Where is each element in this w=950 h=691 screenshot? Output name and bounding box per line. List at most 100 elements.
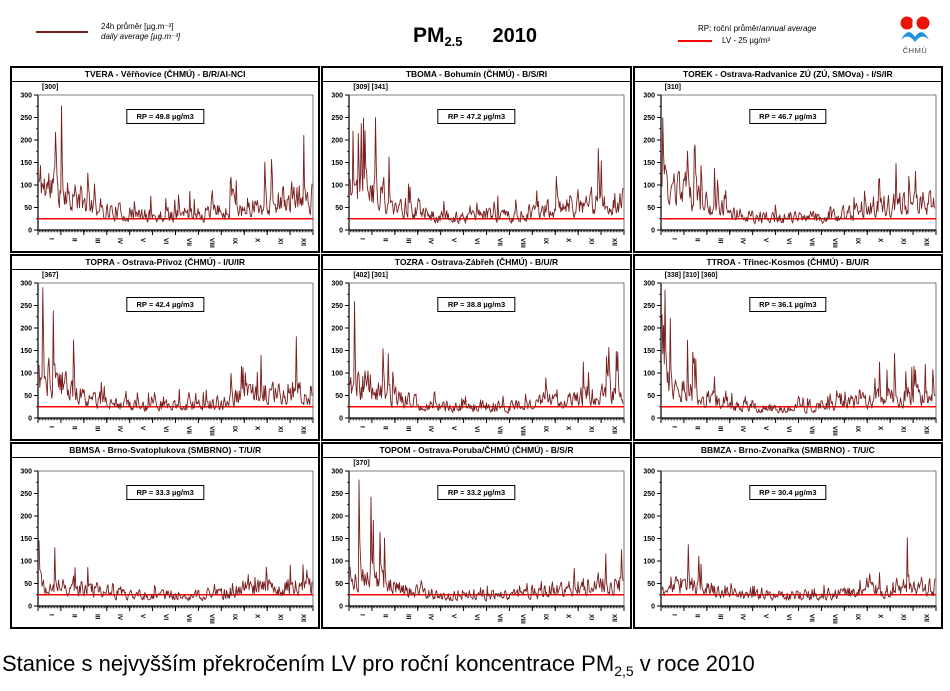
x-tick-label-month: VIII: [831, 614, 838, 624]
y-tick-label: 250: [643, 115, 655, 122]
y-tick-label: 150: [643, 348, 655, 355]
chmu-logo-icon: [900, 16, 930, 42]
x-tick-label-month: IV: [428, 238, 435, 245]
chmu-logo: ČHMÚ: [890, 16, 940, 55]
chart-panel: BBMSA - Brno-Svatoplukova (SMBRNO) - T/U…: [10, 442, 321, 629]
x-tick-label-month: XII: [611, 238, 618, 246]
annual-average-rp-box: RP = 47.2 µg/m3: [437, 109, 516, 124]
y-tick-label: 300: [643, 93, 655, 100]
x-tick-label-month: VII: [185, 238, 192, 246]
x-tick-label-month: III: [716, 614, 723, 620]
daily-average-series: [349, 117, 624, 225]
x-tick-label-month: VII: [185, 614, 192, 622]
x-tick-label-month: I: [47, 238, 54, 240]
x-tick-label-month: XII: [922, 614, 929, 622]
daily-average-series: [661, 289, 936, 414]
x-tick-label-month: VI: [785, 426, 792, 432]
header: 24h průměr [µg.m⁻³] daily average [µg.m⁻…: [0, 0, 950, 64]
x-tick-label-month: II: [693, 238, 700, 242]
annual-average-rp-box: RP = 33.2 µg/m3: [437, 485, 516, 500]
plot-area: 0 50 100 150 200 250 300 I II III IV V VI VII VIII IX X X…: [635, 459, 941, 627]
x-tick-label-month: XI: [588, 614, 595, 620]
x-tick-label-month: III: [405, 238, 412, 244]
x-tick-label-month: IV: [116, 238, 123, 245]
title-pm-subscript: 2.5: [444, 34, 463, 49]
y-tick-label: 50: [336, 581, 344, 588]
x-tick-label-month: III: [405, 614, 412, 620]
clipped-peak-annotation: [338] [310] [360]: [664, 272, 718, 279]
legend-annual-average: RP: roční průměr/annual average LV - 25 …: [678, 24, 816, 45]
y-tick-label: 200: [643, 138, 655, 145]
y-tick-label: 100: [20, 559, 32, 566]
x-tick-label-month: IX: [542, 614, 549, 621]
x-tick-label-month: V: [139, 614, 146, 619]
y-tick-label: 250: [643, 491, 655, 498]
annual-average-rp-box: RP = 36.1 µg/m3: [749, 297, 827, 312]
y-tick-label: 250: [643, 303, 655, 310]
daily-average-series: [661, 537, 936, 601]
lv-line-swatch: [678, 39, 712, 42]
chart-panel: BBMZA - Brno-Zvonařka (SMBRNO) - T/U/C 0 5…: [632, 442, 943, 629]
y-tick-label: 200: [332, 514, 344, 521]
annual-average-rp-box: RP = 30.4 µg/m3: [749, 485, 827, 500]
legend-annual-line2-row: LV - 25 µg/m³: [678, 36, 816, 45]
clipped-peak-annotation: [370]: [353, 460, 370, 467]
x-tick-label-month: VI: [162, 614, 169, 620]
plot-area: 0 50 100 150 200 250 300 I II III IV V VI VII VIII IX X X…: [635, 83, 941, 251]
y-tick-label: 50: [336, 393, 344, 400]
y-tick-label: 0: [651, 604, 655, 611]
y-tick-label: 250: [20, 115, 32, 122]
x-tick-label-month: X: [254, 614, 261, 619]
x-tick-label-month: II: [70, 426, 77, 430]
y-tick-label: 200: [332, 326, 344, 333]
x-tick-label-month: V: [450, 238, 457, 243]
y-tick-label: 0: [28, 604, 32, 611]
y-tick-label: 150: [20, 160, 32, 167]
x-tick-label-month: VIII: [208, 614, 215, 624]
x-tick-label-month: II: [693, 426, 700, 430]
panel-title: TOREK - Ostrava-Radvanice ZÚ (ZÚ, SMOva)…: [634, 68, 941, 82]
legend-annual-line1: RP: roční průměr/annual average: [698, 24, 816, 33]
x-tick-label-month: I: [670, 238, 677, 240]
x-tick-label-month: III: [93, 614, 100, 620]
y-tick-label: 250: [332, 115, 344, 122]
x-tick-label-month: VII: [496, 614, 503, 622]
legend-annual-line1-prefix: RP: roční průměr/: [698, 24, 762, 33]
annual-average-rp-box: RP = 38.8 µg/m3: [437, 297, 516, 312]
legend-daily-text: 24h průměr [µg.m⁻³] daily average [µg.m⁻…: [101, 22, 180, 43]
legend-daily-average: 24h průměr [µg.m⁻³] daily average [µg.m⁻…: [36, 22, 180, 43]
x-tick-label-month: IV: [428, 614, 435, 621]
x-tick-label-month: VI: [785, 238, 792, 244]
plot-area: 0 50 100 150 200 250 300 I II III IV V VI VII VIII IX X X…: [12, 271, 318, 439]
daily-average-series: [38, 287, 313, 412]
y-tick-label: 0: [339, 416, 343, 423]
x-tick-label-month: V: [139, 426, 146, 431]
x-tick-label-month: XII: [611, 614, 618, 622]
x-tick-label-month: I: [359, 238, 366, 240]
y-tick-label: 200: [332, 138, 344, 145]
plot-area: 0 50 100 150 200 250 300 I II III IV V VI VII VIII IX X X…: [12, 83, 318, 251]
x-tick-label-month: IX: [853, 426, 860, 433]
y-tick-label: 100: [643, 371, 655, 378]
y-tick-label: 250: [332, 303, 344, 310]
y-tick-label: 300: [332, 281, 344, 288]
daily-average-series: [349, 300, 624, 414]
caption-subscript: 2,5: [614, 663, 634, 679]
chart-panel: TVERA - Věřňovice (ČHMÚ) - B/R/AI-NCI 0 50…: [10, 66, 321, 253]
y-tick-label: 300: [20, 93, 32, 100]
x-tick-label-month: V: [762, 426, 769, 431]
x-tick-label-month: IX: [231, 614, 238, 621]
x-tick-label-month: XII: [922, 238, 929, 246]
x-tick-label-month: IV: [739, 614, 746, 621]
page-title: PM2.5 2010: [0, 24, 950, 49]
x-tick-label-month: IV: [739, 426, 746, 433]
x-tick-label-month: VII: [496, 426, 503, 434]
x-tick-label-month: IV: [739, 238, 746, 245]
legend-daily-line2: daily average [µg.m⁻³]: [101, 32, 181, 42]
x-tick-label-month: III: [405, 426, 412, 432]
panel-title: TOPRA - Ostrava-Přívoz (ČHMÚ) - I/U/IR: [12, 256, 319, 270]
